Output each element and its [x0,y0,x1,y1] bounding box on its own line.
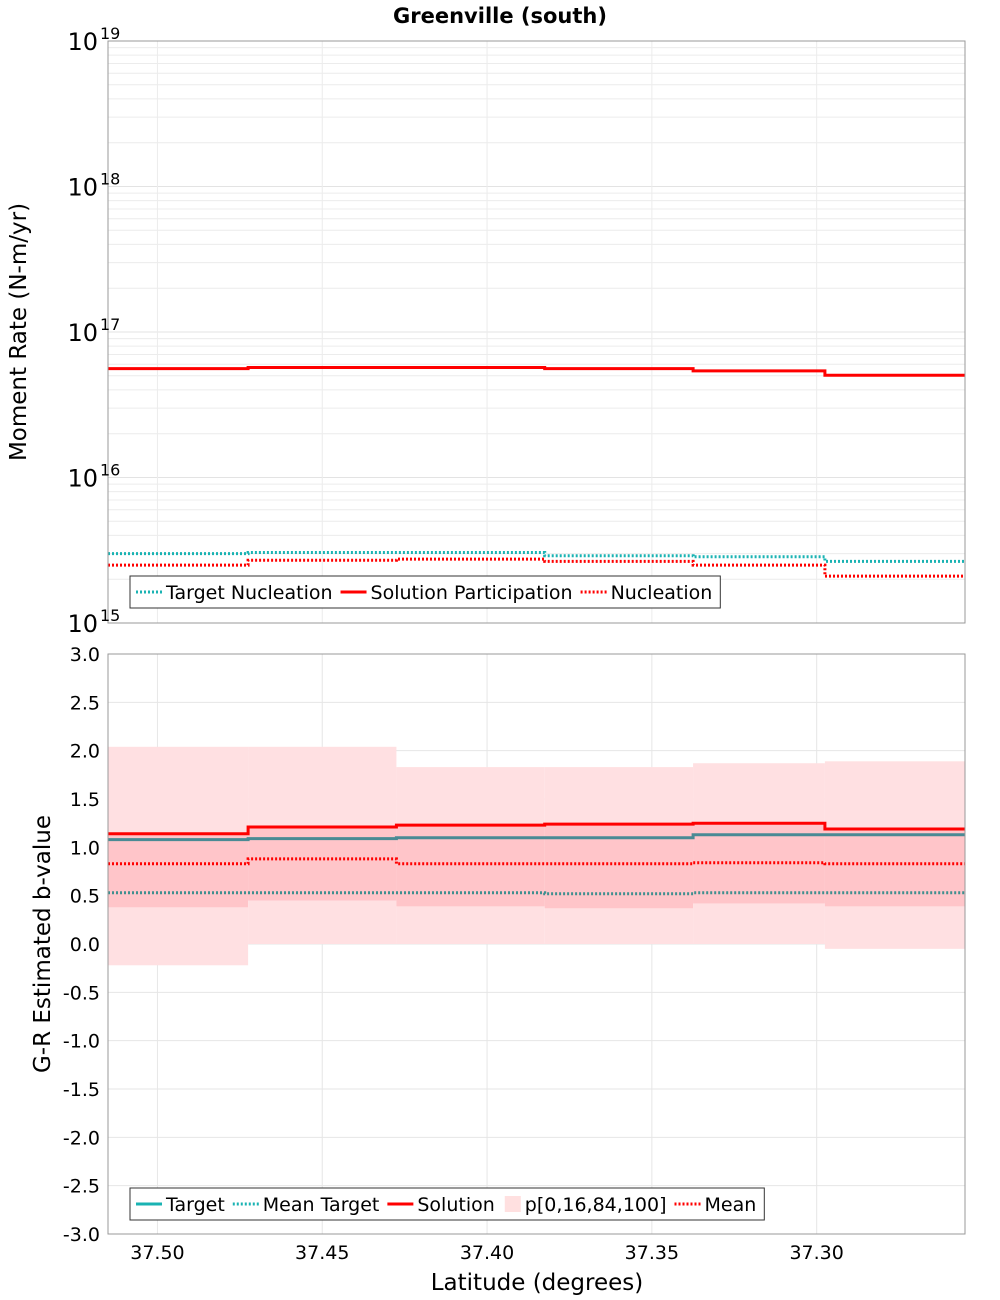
y-tick-label-exponent: 19 [100,24,120,43]
top-y-axis-label: Moment Rate (N-m/yr) [6,203,32,461]
series-nucleation [108,557,965,578]
legend-swatch-p-0-16-84-100 [504,1196,521,1212]
top-legend: Target Nucleation Solution Participation N… [129,575,721,609]
y-tick-label: -0.5 [63,982,100,1004]
bottom-series [108,821,965,896]
y-tick-label-base: 10 [67,610,98,638]
y-tick-label: 2.0 [70,741,100,763]
y-tick-label-base: 10 [67,28,98,56]
x-ticks: 37.50 37.45 37.40 37.35 37.30 [130,1242,844,1264]
y-tick-label: -1.0 [63,1031,100,1053]
x-tick-label: 37.50 [130,1242,184,1264]
legend-label-target-nucleation: Target Nucleation [165,582,333,604]
legend-label-p-0-16-84-100: p[0,16,84,100] [525,1194,667,1216]
y-tick-label: 0.0 [70,934,100,956]
bottom-y-axis-label: G-R Estimated b-value [30,815,56,1073]
y-tick-label-exponent: 15 [100,606,120,625]
legend-label-solution: Solution [417,1194,494,1216]
series-target-nucleation [108,551,965,563]
legend-label-nucleation: Nucleation [611,582,713,604]
series-solution-participation [108,366,965,377]
bottom-plot-frame [107,653,966,1235]
y-tick-label-base: 10 [67,174,98,202]
legend-box [129,575,721,609]
legend-label-target: Target [165,1194,225,1216]
bottom-percentile-bands [108,746,965,966]
y-tick-label-base: 10 [67,319,98,347]
y-tick-label: -2.5 [63,1176,100,1198]
x-axis-label: Latitude (degrees) [431,1270,644,1296]
y-tick-label-exponent: 18 [100,170,120,189]
y-tick-label: 1.5 [70,789,100,811]
x-tick-label: 37.40 [460,1242,514,1264]
y-tick-label: 3.0 [70,644,100,666]
series-target [108,833,965,842]
bottom-panel: 3.0 2.5 2.0 1.5 1.0 0.5 0.0 -0.5 -1.0 -1.5 -2.0 -2.… [30,644,966,1296]
series-solution [108,821,965,836]
x-tick-label: 37.35 [625,1242,679,1264]
y-tick-label: 1.0 [70,837,100,859]
legend-box [129,1187,765,1221]
series-mean [108,857,965,866]
bottom-y-ticks: 3.0 2.5 2.0 1.5 1.0 0.5 0.0 -0.5 -1.0 -1.5 -2.0 -2.… [63,644,100,1246]
x-tick-label: 37.30 [789,1242,843,1264]
bottom-legend: Target Mean Target Solution p[0,16,84,100] M… [129,1187,765,1221]
x-tick-label: 37.45 [295,1242,349,1264]
y-tick-label: -1.5 [63,1079,100,1101]
series-mean-target [108,891,965,896]
legend-label-mean-target: Mean Target [263,1194,380,1216]
y-tick-label-base: 10 [67,465,98,493]
y-tick-label: -3.0 [63,1224,100,1246]
y-tick-label-exponent: 16 [100,461,120,480]
y-tick-label: 0.5 [70,886,100,908]
legend-label-mean: Mean [705,1194,757,1216]
top-gridlines [108,41,965,624]
band-p16-p84 [544,823,694,909]
y-tick-label: -2.0 [63,1127,100,1149]
band-p16-p84 [108,832,249,908]
y-tick-label: 2.5 [70,692,100,714]
chart-title: Greenville (south) [393,4,607,28]
band-p16-p84 [824,828,965,907]
y-tick-label-exponent: 17 [100,315,120,334]
top-series [108,366,965,578]
top-plot-frame [107,40,966,624]
legend-label-solution-participation: Solution Participation [371,582,573,604]
